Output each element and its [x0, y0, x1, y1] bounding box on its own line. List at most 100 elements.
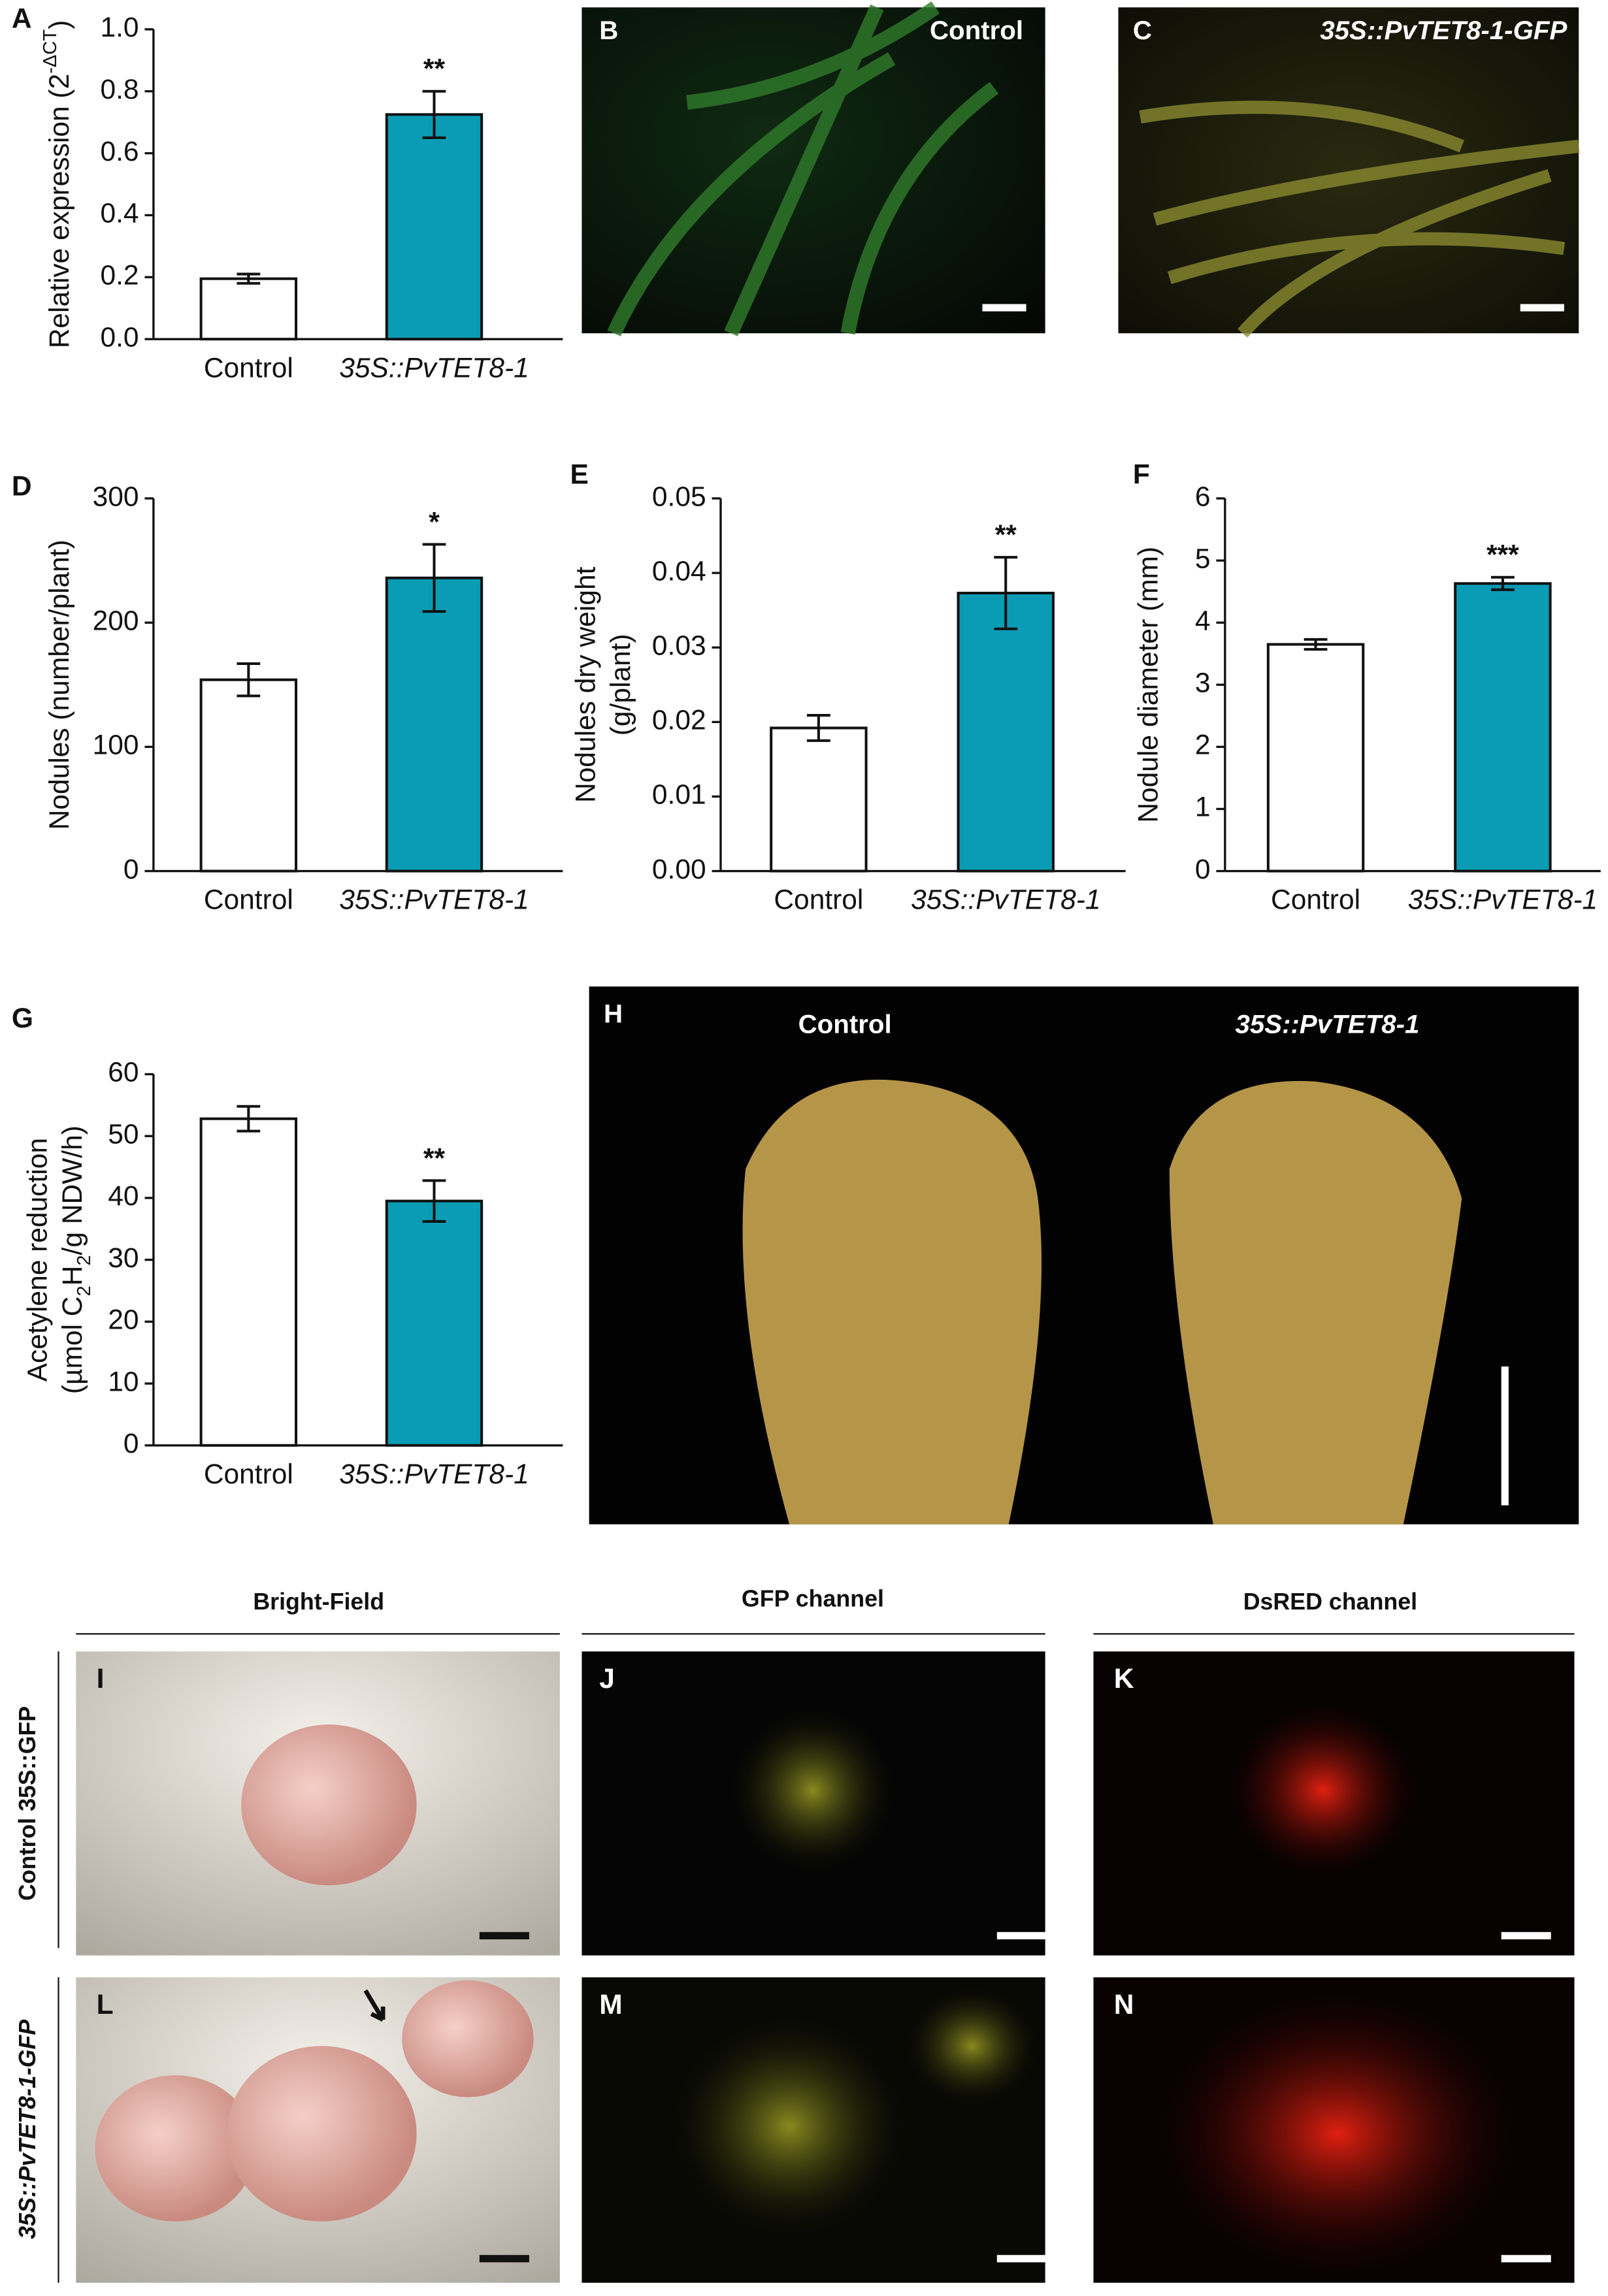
root-mass: [742, 1079, 1042, 1525]
y-tick-label: 3: [1195, 668, 1211, 699]
panel-label: D: [12, 472, 32, 502]
headers: Bright-Field GFP channel DsRED channel C…: [14, 1585, 1575, 2283]
photo: [1118, 7, 1579, 334]
y-tick-label: 1: [1195, 792, 1211, 823]
error-bar: [422, 1179, 446, 1223]
panel-label: H: [604, 999, 623, 1029]
nodule: [1162, 1994, 1513, 2273]
panel-label: F: [1133, 460, 1150, 491]
error-bar: [994, 556, 1018, 630]
y-axis-label: (g/plant): [606, 634, 636, 736]
column-header: GFP channel: [742, 1585, 884, 1611]
bar: [1266, 643, 1365, 873]
arrow: [363, 1989, 386, 2022]
y-tick-label: 0.4: [100, 199, 139, 229]
y-axis-label: Acetylene reduction: [23, 1138, 54, 1382]
error-bar: [1491, 575, 1515, 591]
photo: [582, 7, 1045, 334]
panel-label: I: [97, 1664, 105, 1694]
x-tick-label: Control: [774, 885, 863, 916]
root-mass: [1169, 1080, 1462, 1525]
y-tick-label: 5: [1195, 543, 1211, 574]
bar: [1454, 582, 1552, 873]
root: [607, 1, 999, 336]
y-tick-label: 0.05: [652, 481, 706, 512]
bar: [770, 726, 868, 873]
nodule: [95, 2075, 256, 2222]
y-tick-label: 1.0: [100, 12, 139, 43]
bar: [385, 1199, 484, 1447]
x-tick-label: Control: [204, 1459, 293, 1490]
significance: **: [995, 520, 1017, 551]
y-axis-label-part: Nodules dry weight: [571, 566, 602, 803]
y-axis-label: Nodules dry weight: [571, 566, 602, 803]
y-tick-label: 0.03: [652, 630, 706, 661]
x-tick-label: Control: [204, 885, 293, 916]
y-tick-label: 0.01: [652, 780, 706, 811]
row-label: Control 35S::GFP: [14, 1706, 41, 1901]
y-tick-label: 4: [1195, 606, 1211, 636]
bar: [957, 591, 1055, 873]
nodule: [241, 1724, 417, 1886]
error-bar: [1304, 638, 1328, 651]
y-tick-label: 0.00: [652, 854, 706, 885]
scale-bar: [996, 1932, 1047, 1939]
panel-label: L: [97, 1990, 114, 2020]
y-tick-label: 20: [108, 1305, 139, 1336]
error-bar: [237, 272, 261, 285]
bar: [199, 1117, 298, 1447]
y-axis-label-part: (µmol C: [57, 1297, 88, 1395]
bar: [199, 678, 298, 873]
y-tick-label: 60: [108, 1058, 139, 1088]
y-axis-label: Nodule diameter (mm): [1134, 547, 1164, 823]
y-tick-label: 0: [1195, 854, 1211, 885]
panel-label: K: [1114, 1664, 1134, 1694]
y-tick-label: 0.0: [100, 322, 139, 353]
x-tick-label: 35S::PvTET8-1: [339, 353, 529, 383]
significance: *: [429, 507, 440, 538]
y-tick-label: 30: [108, 1243, 139, 1274]
caption: Control: [930, 16, 1023, 45]
scale-bar: [982, 304, 1026, 312]
scale-bar: [479, 1932, 529, 1939]
y-tick-label: 0.8: [100, 74, 139, 105]
panel-label: J: [599, 1664, 615, 1694]
photo-grid: I J K L M N: [76, 1651, 1575, 2283]
y-tick-label: 6: [1195, 481, 1211, 512]
y-axis-label-part: /g NDW/h): [57, 1125, 88, 1255]
panel-label: B: [599, 16, 618, 45]
y-axis-label-part: Nodules (number/plant): [44, 540, 75, 830]
y-axis-label-part: Relative expression (2: [44, 74, 75, 348]
nodule: [1228, 1702, 1419, 1879]
y-tick-label: 300: [93, 481, 139, 512]
nodule: [226, 2046, 417, 2222]
panel-label: M: [599, 1990, 622, 2020]
y-tick-label: 50: [108, 1119, 139, 1150]
y-tick-label: 0.02: [652, 705, 706, 736]
y-axis-label-part: 2: [74, 1255, 95, 1265]
x-tick-label: 35S::PvTET8-1: [911, 885, 1101, 916]
y-axis-label-part: -ΔCT: [40, 29, 61, 74]
significance: ***: [1486, 540, 1519, 571]
significance: **: [423, 54, 446, 85]
nodule: [906, 1987, 1038, 2105]
scale-bar: [1520, 304, 1564, 312]
y-tick-label: 100: [93, 730, 139, 761]
x-tick-label: Control: [204, 353, 293, 383]
photo-b: B Control: [582, 1, 1045, 336]
nodule: [402, 1980, 534, 2097]
x-tick-label: 35S::PvTET8-1: [339, 1459, 529, 1490]
scale-bar: [1501, 1366, 1509, 1506]
y-axis-label-part: ): [44, 20, 75, 29]
scale-bar: [996, 2255, 1047, 2263]
scale-bar: [1501, 1932, 1551, 1939]
y-tick-label: 10: [108, 1366, 139, 1397]
y-tick-label: 2: [1195, 730, 1211, 761]
y-axis-label: (µmol C2H2/g NDW/h): [57, 1125, 94, 1394]
y-tick-label: 0.6: [100, 137, 139, 167]
y-axis-label: Nodules (number/plant): [44, 540, 75, 830]
y-tick-label: 40: [108, 1181, 139, 1212]
nodule: [732, 1709, 893, 1871]
y-tick-label: 200: [93, 606, 139, 636]
